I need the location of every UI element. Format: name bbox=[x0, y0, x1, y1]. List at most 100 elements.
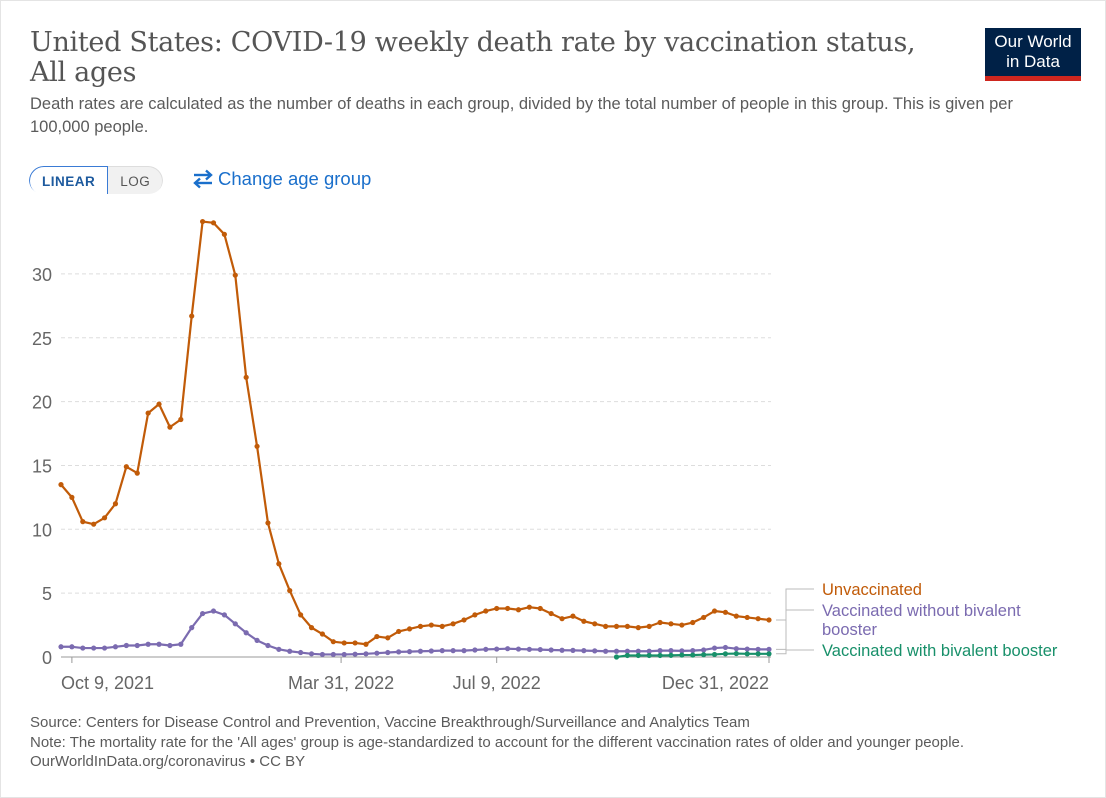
data-point bbox=[646, 648, 652, 654]
data-point bbox=[352, 651, 358, 657]
y-tick-label: 20 bbox=[32, 393, 52, 413]
data-point bbox=[603, 648, 609, 654]
data-point bbox=[254, 443, 260, 449]
data-point bbox=[461, 617, 467, 623]
data-point bbox=[613, 654, 620, 660]
data-point bbox=[178, 641, 184, 647]
label-connector bbox=[776, 609, 814, 650]
data-point bbox=[711, 608, 718, 614]
data-point bbox=[504, 605, 511, 612]
data-point bbox=[548, 610, 554, 617]
data-point bbox=[701, 652, 707, 658]
note-text: Note: The mortality rate for the 'All ag… bbox=[30, 733, 965, 751]
data-point bbox=[417, 623, 424, 629]
license-text: • CC BY bbox=[245, 753, 306, 770]
data-point bbox=[657, 619, 663, 626]
data-point bbox=[461, 648, 467, 654]
data-point bbox=[559, 647, 565, 653]
data-point bbox=[744, 651, 750, 657]
data-point bbox=[232, 272, 238, 278]
data-point bbox=[308, 625, 315, 631]
data-point bbox=[101, 645, 108, 651]
data-point bbox=[123, 464, 129, 470]
data-point bbox=[537, 646, 543, 653]
data-point bbox=[483, 608, 489, 614]
logo-line-1: Our World bbox=[994, 32, 1072, 51]
data-point bbox=[112, 644, 119, 650]
data-point bbox=[232, 621, 238, 627]
change-age-group-button[interactable]: Change age group bbox=[192, 168, 371, 190]
log-scale-button[interactable]: LOG bbox=[108, 166, 164, 194]
data-point bbox=[58, 644, 64, 650]
data-point bbox=[221, 231, 227, 237]
data-point bbox=[483, 646, 489, 652]
data-point bbox=[494, 605, 500, 612]
data-point bbox=[439, 648, 445, 654]
data-point bbox=[406, 649, 413, 655]
data-point bbox=[668, 648, 674, 654]
data-point bbox=[570, 613, 576, 619]
data-point bbox=[646, 652, 652, 659]
data-point bbox=[526, 604, 532, 610]
data-point bbox=[417, 648, 424, 654]
data-point bbox=[472, 612, 478, 618]
label-connector bbox=[776, 649, 814, 655]
data-point bbox=[243, 630, 249, 636]
data-point bbox=[679, 622, 685, 628]
data-point bbox=[439, 623, 445, 629]
data-point bbox=[526, 646, 532, 652]
data-point bbox=[722, 609, 729, 615]
data-point bbox=[58, 482, 64, 488]
y-tick-label: 10 bbox=[32, 520, 52, 540]
y-tick-label: 30 bbox=[32, 265, 52, 285]
data-point bbox=[80, 645, 86, 651]
series-label: Vaccinated without bivalent bbox=[822, 602, 1021, 620]
data-point bbox=[69, 644, 75, 650]
data-point bbox=[80, 519, 86, 525]
y-tick-label: 15 bbox=[32, 456, 52, 476]
data-point bbox=[690, 648, 696, 654]
data-point bbox=[374, 633, 380, 640]
data-point bbox=[701, 647, 707, 653]
linear-scale-button[interactable]: LINEAR bbox=[29, 166, 109, 194]
data-point bbox=[668, 621, 674, 627]
data-point bbox=[167, 424, 173, 430]
data-point bbox=[396, 649, 402, 655]
data-point bbox=[341, 651, 347, 658]
link-line: OurWorldInData.org/coronavirus • CC BY bbox=[30, 752, 1090, 772]
data-point bbox=[112, 501, 119, 507]
chart-footer: Source: Centers for Disease Control and … bbox=[30, 713, 1090, 772]
owid-coronavirus-link[interactable]: OurWorldInData.org/coronavirus bbox=[30, 753, 246, 770]
data-point bbox=[167, 642, 173, 649]
data-point bbox=[722, 644, 729, 651]
data-point bbox=[733, 613, 739, 619]
data-point bbox=[428, 648, 434, 654]
data-point bbox=[200, 218, 206, 225]
data-point bbox=[276, 646, 282, 652]
chart-subtitle: Death rates are calculated as the number… bbox=[30, 95, 1013, 136]
data-point bbox=[472, 647, 478, 653]
data-point bbox=[570, 647, 576, 653]
data-point bbox=[603, 623, 609, 629]
data-point bbox=[210, 220, 217, 226]
data-point bbox=[635, 648, 641, 654]
y-tick-label: 5 bbox=[42, 584, 52, 604]
data-point bbox=[744, 614, 750, 621]
data-point bbox=[733, 646, 739, 652]
data-point bbox=[276, 561, 282, 567]
data-point bbox=[134, 470, 140, 476]
data-point bbox=[766, 646, 772, 652]
series-labels: Unvaccinated Vaccinated without bivalentb… bbox=[776, 581, 1058, 660]
grid-lines bbox=[61, 273, 771, 594]
owid-logo[interactable]: Our World in Data bbox=[985, 28, 1081, 81]
data-point bbox=[428, 622, 434, 628]
data-point bbox=[145, 641, 151, 647]
data-point bbox=[733, 650, 739, 657]
data-point bbox=[679, 648, 685, 654]
swap-arrows-icon bbox=[192, 169, 214, 189]
series-line bbox=[61, 609, 769, 656]
data-point bbox=[308, 651, 315, 657]
data-point bbox=[613, 648, 620, 654]
data-point bbox=[178, 416, 184, 423]
